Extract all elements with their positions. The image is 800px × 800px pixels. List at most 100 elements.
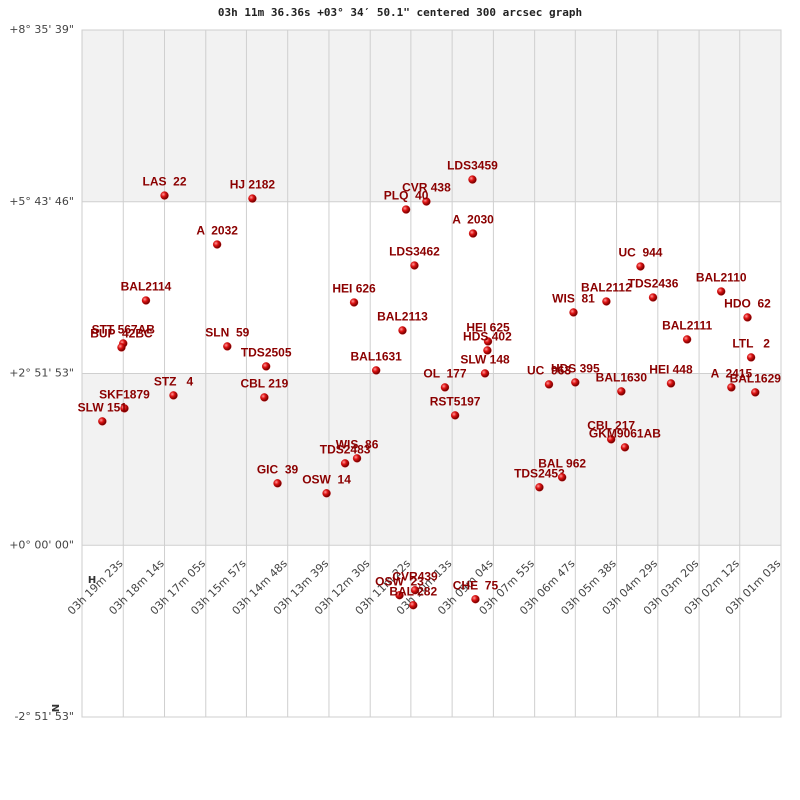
y-tick-label: +8° 35' 39" <box>9 23 74 36</box>
point-label: BAL2113 <box>377 310 428 324</box>
star-point <box>395 591 404 600</box>
star-point <box>483 346 492 355</box>
star-point <box>223 342 232 351</box>
star-point <box>569 308 578 317</box>
point-label: HDO 62 <box>724 297 771 311</box>
point-label: A 2032 <box>196 224 238 238</box>
point-label: UC 963 <box>527 364 571 378</box>
star-point <box>120 404 129 413</box>
point-label: BUP 42BC <box>90 327 153 341</box>
point-label: RST5197 <box>430 395 481 409</box>
band <box>82 545 781 717</box>
band <box>82 201 781 374</box>
point-label: TDS2453 <box>514 466 565 480</box>
star-point <box>340 459 350 468</box>
point-label: SKF1879 <box>99 388 150 402</box>
point-label: GKM9061AB <box>589 426 661 440</box>
star-point <box>410 586 420 595</box>
point-label: BAL1630 <box>596 371 648 385</box>
star-point <box>666 379 676 388</box>
point-label: STT 567AB <box>92 323 156 337</box>
point-label: CBL 217 <box>587 419 635 433</box>
star-point <box>117 343 126 352</box>
star-point <box>248 194 257 203</box>
star-point <box>743 313 752 322</box>
star-point <box>372 366 381 375</box>
star-point <box>544 380 554 389</box>
star-point <box>558 473 567 482</box>
star-point <box>322 489 331 498</box>
star-point <box>620 443 630 452</box>
star-point <box>349 298 359 307</box>
y-axis-label: N <box>51 704 62 712</box>
point-label: CVR 438 <box>402 181 451 195</box>
star-point <box>141 296 151 305</box>
point-label: OSW 14 <box>302 472 351 486</box>
star-point <box>260 393 269 402</box>
point-label: BAL2114 <box>121 280 172 294</box>
point-label: A 2415 <box>711 367 753 381</box>
point-label: LDS3462 <box>389 245 440 259</box>
y-tick-label: +5° 43' 46" <box>9 195 74 208</box>
point-label: BAL1631 <box>351 350 403 364</box>
star-point <box>169 391 178 400</box>
point-label: TDS2436 <box>628 277 679 291</box>
star-point <box>483 337 493 346</box>
y-tick-label: -2° 51' 53" <box>14 710 74 723</box>
star-point <box>602 297 611 306</box>
point-label: CHE 75 <box>453 578 499 592</box>
star-point <box>468 229 478 238</box>
point-label: WIS 86 <box>336 437 379 451</box>
star-point <box>751 388 760 397</box>
point-label: TDS2505 <box>241 346 292 360</box>
point-label: WIS 81 <box>552 292 595 306</box>
star-point <box>273 479 282 488</box>
point-label: HJ 2182 <box>230 178 276 192</box>
point-label: LAS 22 <box>143 175 187 189</box>
star-point <box>617 387 626 396</box>
star-point <box>98 417 107 426</box>
x-axis-label: H <box>88 575 96 586</box>
point-label: OSW 23 <box>375 574 424 588</box>
star-point <box>717 287 726 296</box>
point-label: STZ 4 <box>154 375 194 389</box>
point-label: CBL 219 <box>240 377 288 391</box>
band <box>82 30 781 202</box>
star-point <box>409 601 418 610</box>
star-point <box>468 175 477 184</box>
star-point <box>160 191 169 200</box>
chart-title: 03h 11m 36.36s +03° 34′ 50.1" centered 3… <box>218 6 582 19</box>
point-label: SLW 148 <box>460 353 510 367</box>
star-point <box>398 326 407 335</box>
star-point <box>727 383 736 392</box>
point-label: HEI 448 <box>649 363 693 377</box>
point-label: CVR439 <box>392 569 438 583</box>
point-label: LDS3459 <box>447 159 498 173</box>
star-point <box>262 362 271 371</box>
point-label: GIC 39 <box>257 462 299 476</box>
star-point <box>682 335 692 344</box>
point-label: BAL2110 <box>696 271 747 285</box>
star-point <box>450 411 460 420</box>
star-point <box>422 197 431 206</box>
point-label: SLW 151 <box>78 401 128 415</box>
point-label: A 2030 <box>452 213 494 227</box>
star-point <box>212 240 222 249</box>
point-label: HEI 626 <box>332 282 376 296</box>
point-label: BAL1629 <box>730 372 782 386</box>
star-point <box>401 205 411 214</box>
point-label: TDS2483 <box>320 442 371 456</box>
point-label: OL 177 <box>423 367 466 381</box>
point-label: HDS 395 <box>551 362 600 376</box>
star-point <box>410 261 419 270</box>
star-point <box>352 454 362 463</box>
point-label: HEI 625 <box>466 321 510 335</box>
point-label: LTL 2 <box>732 337 770 351</box>
point-label: HDS 402 <box>463 330 512 344</box>
star-point <box>648 293 658 302</box>
star-point <box>480 369 490 378</box>
star-point <box>636 262 645 271</box>
point-label: UC 944 <box>618 246 662 260</box>
band <box>82 373 781 546</box>
